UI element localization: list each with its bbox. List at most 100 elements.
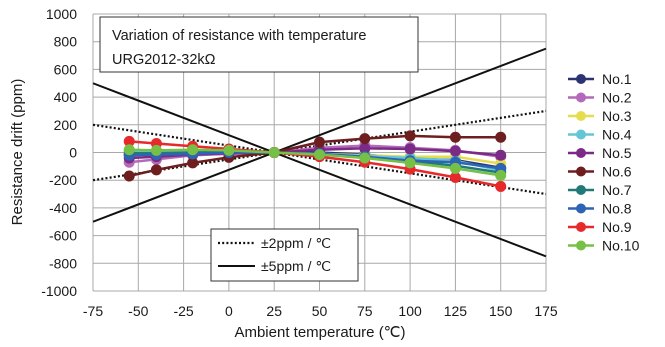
reference-legend: ±2ppm / ℃ ±5ppm / ℃: [210, 228, 359, 282]
data-point-no-5: [359, 142, 371, 154]
annotation-frame: [99, 16, 419, 73]
y-tick-label: -400: [49, 200, 77, 216]
legend-marker: [576, 166, 586, 177]
y-tick-label: 600: [54, 61, 78, 77]
legend-label: No.9: [602, 219, 632, 235]
x-tick-label: 125: [444, 303, 468, 319]
data-point-no-10: [449, 162, 461, 174]
data-point-no-6: [314, 136, 325, 148]
data-point-no-5: [404, 143, 416, 155]
data-point-no-6: [495, 131, 507, 143]
y-tick-label: -1000: [41, 283, 77, 299]
legend-label: No.2: [602, 90, 632, 106]
x-tick-label: 50: [312, 303, 328, 319]
data-point-no-10: [223, 144, 235, 156]
data-point-no-10: [359, 152, 371, 164]
y-tick-label: 1000: [46, 6, 77, 22]
legend-label: No.3: [602, 108, 632, 124]
legend-label: No.6: [602, 164, 632, 180]
legend-marker: [576, 74, 586, 84]
y-tick-label: 400: [54, 89, 78, 105]
reference-line-2ppm: [92, 123, 547, 196]
x-tick-label: 75: [357, 303, 373, 319]
legend-marker: [576, 148, 586, 158]
data-point-no-6: [187, 157, 199, 169]
x-tick-label: 150: [489, 303, 513, 319]
data-point-no-10: [187, 144, 199, 156]
x-tick-label: -75: [83, 303, 103, 319]
data-point-no-9: [123, 135, 135, 147]
y-tick-label: -200: [49, 172, 77, 188]
legend-item-no-9: No.9: [568, 219, 632, 235]
x-tick-label: 25: [266, 303, 282, 319]
legend-label-5ppm: ±5ppm / ℃: [261, 258, 331, 274]
legend-item-no-1: No.1: [568, 71, 632, 87]
annotation-box: Variation of resistance with temperature…: [99, 16, 419, 73]
x-tick-label: 0: [225, 303, 233, 319]
y-tick-label: -600: [49, 228, 77, 244]
x-axis-title: Ambient temperature (℃): [234, 324, 405, 341]
data-point-no-9: [495, 180, 507, 192]
legend-marker: [576, 222, 586, 232]
reference-line-5ppm: [92, 47, 547, 223]
y-tick-label: 800: [54, 34, 78, 50]
data-point-no-10: [150, 144, 162, 156]
legend-label: No.4: [602, 127, 632, 143]
data-point-no-10: [495, 169, 507, 181]
x-tick-label: -25: [173, 303, 193, 319]
legend-label: No.5: [602, 145, 632, 161]
legend-item-no-5: No.5: [568, 145, 632, 161]
data-point-no-6: [123, 170, 135, 182]
legend-marker: [576, 129, 586, 140]
series-line-no-5: [129, 147, 501, 160]
data-point-no-10: [404, 157, 416, 169]
chart-title: Variation of resistance with temperature: [112, 28, 366, 44]
data-point-no-10: [268, 147, 280, 158]
data-point-no-9: [449, 171, 461, 183]
legend-item-no-3: No.3: [568, 108, 632, 124]
x-tick-label: -50: [128, 303, 148, 319]
data-point-no-5: [449, 145, 461, 157]
legend-marker: [576, 203, 586, 214]
y-tick-label: 200: [54, 117, 78, 133]
legend-item-no-4: No.4: [568, 127, 632, 143]
x-axis-ticks: -75 -50 -25 0 25 50 75 100 125 150 175: [83, 303, 558, 319]
legend-item-no-2: No.2: [568, 90, 632, 106]
series-no-10: [123, 144, 507, 181]
data-point-no-6: [449, 131, 461, 143]
data-series: [123, 130, 507, 192]
y-tick-label: -800: [49, 255, 77, 271]
legend-label-2ppm: ±2ppm / ℃: [261, 235, 331, 251]
y-tick-label: 0: [69, 145, 77, 161]
reference-legend-frame: [210, 228, 359, 282]
series-legend: No.1 No.2 No.3 No.4 No.5 No.6 No.7 No.8 No.9 No.1…: [568, 71, 640, 254]
data-point-no-6: [150, 164, 162, 176]
legend-marker: [576, 185, 586, 195]
series-line-no-6: [128, 134, 501, 178]
reference-line-5ppm: [92, 82, 547, 258]
legend-item-no-8: No.8: [568, 201, 632, 217]
legend-marker: [576, 111, 586, 121]
chart-subtitle: URG2012-32kΩ: [112, 52, 216, 68]
data-point-no-10: [123, 144, 135, 156]
data-point-no-5: [495, 149, 507, 161]
y-axis-title: Resistance drift (ppm): [9, 79, 26, 226]
legend-item-no-6: No.6: [568, 164, 632, 180]
series-line-no-10: [129, 148, 501, 177]
y-axis-ticks: 1000 800 600 400 200 0 -200 -400 -600 -800 -1000: [41, 6, 77, 299]
legend-label: No.8: [602, 201, 632, 217]
legend-item-2ppm: ±2ppm / ℃: [218, 235, 331, 251]
x-tick-label: 100: [398, 303, 422, 319]
legend-item-no-10: No.10: [568, 238, 640, 254]
legend-item-5ppm: ±5ppm / ℃: [218, 258, 331, 274]
data-point-no-6: [404, 130, 416, 142]
legend-marker: [576, 92, 586, 103]
legend-label: No.1: [602, 71, 632, 87]
legend-label: No.7: [602, 182, 632, 198]
x-tick-label: 175: [534, 303, 558, 319]
data-point-no-10: [314, 149, 325, 161]
legend-label: No.10: [602, 238, 640, 254]
legend-item-no-7: No.7: [568, 182, 632, 198]
data-point-no-6: [359, 133, 371, 145]
